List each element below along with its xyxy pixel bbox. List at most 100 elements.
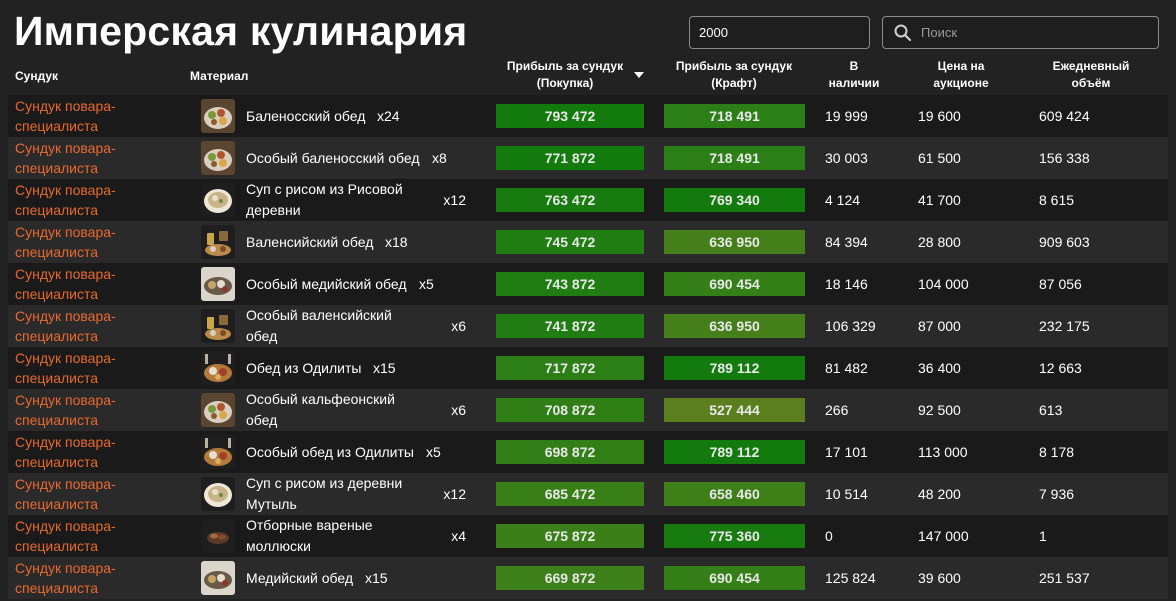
material-name: Медийский обед bbox=[246, 570, 354, 586]
material-count: x6 bbox=[451, 402, 466, 418]
price-value: 92 500 bbox=[918, 402, 961, 418]
material-name: Особый баленосский обед bbox=[246, 150, 420, 166]
volume-value: 909 603 bbox=[1039, 234, 1090, 250]
col-header-material[interactable]: Материал bbox=[190, 69, 249, 83]
material-name: Баленосский обед bbox=[246, 108, 366, 124]
chest-link[interactable]: Сундук повара-специалиста bbox=[15, 308, 116, 344]
profit-buy-value: 717 872 bbox=[496, 356, 644, 380]
sort-desc-icon[interactable] bbox=[634, 72, 644, 78]
data-table: Сундук повара-специалиста Баленосский обе… bbox=[8, 95, 1168, 599]
table-row[interactable]: Сундук повара-специалиста Особый валенсий… bbox=[8, 305, 1168, 347]
profit-buy-value: 793 472 bbox=[496, 104, 644, 128]
stock-value: 18 146 bbox=[825, 276, 868, 292]
profit-buy-value: 675 872 bbox=[496, 524, 644, 548]
profit-craft-value: 718 491 bbox=[664, 104, 805, 128]
meal-tray-icon bbox=[201, 267, 235, 301]
price-value: 87 000 bbox=[918, 318, 961, 334]
price-value: 41 700 bbox=[918, 192, 961, 208]
material-count: x18 bbox=[385, 234, 408, 250]
profit-craft-value: 658 460 bbox=[664, 482, 805, 506]
material-name: Отборные вареные моллюски bbox=[246, 517, 373, 554]
feast-icon bbox=[201, 435, 235, 469]
volume-value: 7 936 bbox=[1039, 486, 1075, 502]
table-row[interactable]: Сундук повара-специалиста Особый баленосс… bbox=[8, 137, 1168, 179]
volume-value: 12 663 bbox=[1039, 360, 1082, 376]
chest-link[interactable]: Сундук повара-специалиста bbox=[15, 392, 116, 428]
material-count: x12 bbox=[443, 192, 466, 208]
table-row[interactable]: Сундук повара-специалиста Отборные варены… bbox=[8, 515, 1168, 557]
stock-value: 4 124 bbox=[825, 192, 861, 208]
material-count: x15 bbox=[365, 570, 388, 586]
chest-link[interactable]: Сундук повара-специалиста bbox=[15, 350, 116, 386]
volume-value: 87 056 bbox=[1039, 276, 1082, 292]
table-row[interactable]: Сундук повара-специалиста Медийский обед x… bbox=[8, 557, 1168, 599]
volume-value: 156 338 bbox=[1039, 150, 1090, 166]
table-row[interactable]: Сундук повара-специалиста Суп с рисом из … bbox=[8, 473, 1168, 515]
search-icon bbox=[894, 24, 912, 42]
profit-buy-value: 685 472 bbox=[496, 482, 644, 506]
rice-soup-icon bbox=[201, 183, 235, 217]
chest-link[interactable]: Сундук повара-специалиста bbox=[15, 476, 116, 512]
table-row[interactable]: Сундук повара-специалиста Обед из Одилиты… bbox=[8, 347, 1168, 389]
banquet-icon bbox=[201, 225, 235, 259]
table-row[interactable]: Сундук повара-специалиста Особый кальфеон… bbox=[8, 389, 1168, 431]
stock-value: 84 394 bbox=[825, 234, 868, 250]
material-name: Особый валенсийский обед bbox=[246, 307, 392, 344]
col-header-profit-craft[interactable]: Прибыль за сундук (Крафт) bbox=[675, 59, 793, 90]
profit-buy-value: 698 872 bbox=[496, 440, 644, 464]
table-row[interactable]: Сундук повара-специалиста Особый медийски… bbox=[8, 263, 1168, 305]
volume-value: 609 424 bbox=[1039, 108, 1090, 124]
quantity-input[interactable] bbox=[689, 16, 870, 49]
search-input[interactable] bbox=[921, 17, 1151, 48]
profit-craft-value: 789 112 bbox=[664, 440, 805, 464]
material-count: x5 bbox=[426, 444, 441, 460]
table-row[interactable]: Сундук повара-специалиста Валенсийский об… bbox=[8, 221, 1168, 263]
table-row[interactable]: Сундук повара-специалиста Суп с рисом из … bbox=[8, 179, 1168, 221]
stock-value: 81 482 bbox=[825, 360, 868, 376]
volume-value: 232 175 bbox=[1039, 318, 1090, 334]
table-row[interactable]: Сундук повара-специалиста Особый обед из … bbox=[8, 431, 1168, 473]
col-header-profit-buy[interactable]: Прибыль за сундук (Покупка) bbox=[506, 59, 624, 90]
profit-buy-value: 708 872 bbox=[496, 398, 644, 422]
table-row[interactable]: Сундук повара-специалиста Баленосский обе… bbox=[8, 95, 1168, 137]
chest-link[interactable]: Сундук повара-специалиста bbox=[15, 266, 116, 302]
chest-link[interactable]: Сундук повара-специалиста bbox=[15, 182, 116, 218]
chest-link[interactable]: Сундук повара-специалиста bbox=[15, 518, 116, 554]
chest-link[interactable]: Сундук повара-специалиста bbox=[15, 434, 116, 470]
profit-buy-value: 771 872 bbox=[496, 146, 644, 170]
price-value: 147 000 bbox=[918, 528, 969, 544]
profit-craft-value: 775 360 bbox=[664, 524, 805, 548]
material-count: x8 bbox=[432, 150, 447, 166]
stock-value: 106 329 bbox=[825, 318, 876, 334]
profit-buy-value: 741 872 bbox=[496, 314, 644, 338]
profit-craft-value: 718 491 bbox=[664, 146, 805, 170]
price-value: 28 800 bbox=[918, 234, 961, 250]
stock-value: 17 101 bbox=[825, 444, 868, 460]
profit-buy-value: 763 472 bbox=[496, 188, 644, 212]
stock-value: 10 514 bbox=[825, 486, 868, 502]
stock-value: 19 999 bbox=[825, 108, 868, 124]
col-header-stock[interactable]: В наличии bbox=[828, 59, 880, 90]
material-count: x4 bbox=[451, 528, 466, 544]
price-value: 104 000 bbox=[918, 276, 969, 292]
volume-value: 8 615 bbox=[1039, 192, 1075, 208]
stock-value: 266 bbox=[825, 402, 849, 418]
chest-link[interactable]: Сундук повара-специалиста bbox=[15, 560, 116, 596]
material-name: Суп с рисом из Рисовой деревни bbox=[246, 181, 403, 218]
profit-craft-value: 690 454 bbox=[664, 566, 805, 590]
search-box[interactable] bbox=[882, 16, 1159, 49]
material-name: Особый обед из Одилиты bbox=[246, 444, 414, 460]
col-header-volume[interactable]: Ежедневный объём bbox=[1052, 59, 1130, 90]
material-count: x6 bbox=[451, 318, 466, 334]
chest-link[interactable]: Сундук повара-специалиста bbox=[15, 98, 116, 134]
page-title: Имперская кулинария bbox=[14, 8, 468, 54]
dinner-plate-icon bbox=[201, 99, 235, 133]
profit-buy-value: 743 872 bbox=[496, 272, 644, 296]
volume-value: 251 537 bbox=[1039, 570, 1090, 586]
chest-link[interactable]: Сундук повара-специалиста bbox=[15, 140, 116, 176]
col-header-price[interactable]: Цена на аукционе bbox=[933, 59, 989, 90]
chest-link[interactable]: Сундук повара-специалиста bbox=[15, 224, 116, 260]
price-value: 19 600 bbox=[918, 108, 961, 124]
col-header-chest[interactable]: Сундук bbox=[15, 69, 59, 83]
material-name: Особый медийский обед bbox=[246, 276, 407, 292]
